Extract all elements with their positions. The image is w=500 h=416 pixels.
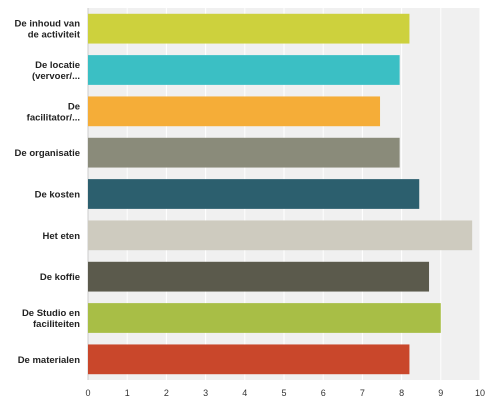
category-label: De Studio en faciliteiten <box>22 308 80 330</box>
category-label: De koffie <box>40 272 80 283</box>
x-tick-label: 3 <box>203 388 208 398</box>
x-tick-label: 7 <box>360 388 365 398</box>
bar <box>88 55 400 85</box>
x-tick-label: 8 <box>399 388 404 398</box>
category-label: De kosten <box>35 190 81 201</box>
bar <box>88 303 441 333</box>
bar <box>88 261 430 292</box>
bars-group <box>88 13 473 375</box>
bar <box>88 344 410 375</box>
category-label: Het eten <box>43 231 81 242</box>
x-tick-label: 6 <box>321 388 326 398</box>
bar <box>88 13 410 44</box>
x-tick-label: 2 <box>164 388 169 398</box>
category-labels: De inhoud van de activiteit De locatie (ver… <box>15 19 81 366</box>
x-tick-label: 4 <box>242 388 247 398</box>
x-tick-labels: 0 1 2 3 4 5 6 7 8 9 10 <box>85 388 485 398</box>
category-label: De inhoud van de activiteit <box>15 19 81 41</box>
category-label: De facilitator/... <box>27 101 80 123</box>
bar <box>88 220 473 251</box>
x-tick-label: 1 <box>125 388 130 398</box>
bar <box>88 179 420 209</box>
x-tick-label: 9 <box>438 388 443 398</box>
category-label: De organisatie <box>15 148 80 159</box>
x-tick-label: 0 <box>85 388 90 398</box>
bar <box>88 96 381 127</box>
x-tick-label: 10 <box>475 388 485 398</box>
category-label: De locatie (vervoer/... <box>32 60 80 82</box>
bar <box>88 137 400 168</box>
x-tick-label: 5 <box>281 388 286 398</box>
category-label: De materialen <box>18 355 81 366</box>
